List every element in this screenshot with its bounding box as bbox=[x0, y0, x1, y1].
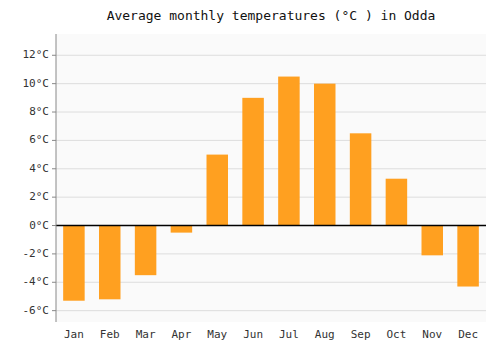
grid-line bbox=[56, 225, 486, 226]
x-tick-label: Apr bbox=[171, 328, 191, 341]
x-tick-label: Mar bbox=[136, 328, 156, 341]
y-axis-line bbox=[56, 34, 57, 322]
grid-line bbox=[56, 168, 486, 169]
y-tick-label: 8°C bbox=[29, 105, 49, 118]
x-tick-label: Sep bbox=[351, 328, 371, 341]
title: Average monthly temperatures (°C ) in Od… bbox=[107, 8, 436, 23]
x-tick-label: Jun bbox=[243, 328, 263, 341]
x-tick-label: Dec bbox=[458, 328, 478, 341]
y-tick bbox=[52, 253, 56, 254]
y-tick bbox=[52, 55, 56, 56]
bar bbox=[314, 84, 336, 226]
bar bbox=[278, 77, 300, 226]
bars bbox=[63, 77, 479, 301]
bar bbox=[135, 226, 157, 276]
y-tick-label: 10°C bbox=[23, 77, 50, 90]
bar bbox=[457, 226, 479, 287]
y-tick-label: 0°C bbox=[29, 219, 49, 232]
grid-line bbox=[56, 83, 486, 84]
y-tick-label: 2°C bbox=[29, 190, 49, 203]
grid-line bbox=[56, 197, 486, 198]
grid-line bbox=[56, 112, 486, 113]
y-tick bbox=[52, 140, 56, 141]
grid-line bbox=[56, 140, 486, 141]
y-tick-label: 6°C bbox=[29, 133, 49, 146]
zero-line bbox=[56, 225, 486, 227]
bar bbox=[422, 226, 444, 256]
bar bbox=[207, 155, 229, 226]
y-tick-label: -6°C bbox=[23, 304, 50, 317]
bar bbox=[171, 226, 193, 233]
bar bbox=[242, 98, 263, 226]
y-tick-label: -4°C bbox=[23, 275, 50, 288]
chart-container: -6°C -4°C -2°C 0°C 2°C 4°C 6°C 8°C 10°C 12°C Jan Fe… bbox=[0, 0, 500, 350]
plot-background bbox=[56, 34, 486, 322]
grid-line bbox=[56, 55, 486, 56]
x-tick-label: Feb bbox=[100, 328, 120, 341]
y-tick-label: 4°C bbox=[29, 162, 49, 175]
x-tick-label: Oct bbox=[386, 328, 406, 341]
grid-line bbox=[56, 310, 486, 311]
x-tick-label: Jul bbox=[279, 328, 299, 341]
x-tick-label: Jan bbox=[64, 328, 84, 341]
x-tick-label: May bbox=[207, 328, 227, 341]
bar bbox=[386, 179, 408, 226]
y-tick bbox=[52, 197, 56, 198]
bar bbox=[99, 226, 121, 300]
x-tick-label: Aug bbox=[315, 328, 335, 341]
y-tick-label: -2°C bbox=[23, 247, 50, 260]
bar bbox=[63, 226, 85, 301]
y-tick-label: 12°C bbox=[23, 48, 50, 61]
chart-svg: -6°C -4°C -2°C 0°C 2°C 4°C 6°C 8°C 10°C 12°C Jan Fe… bbox=[0, 0, 500, 350]
y-tick bbox=[52, 310, 56, 311]
y-tick bbox=[52, 225, 56, 226]
y-tick bbox=[52, 282, 56, 283]
y-tick bbox=[52, 83, 56, 84]
x-tick-label: Nov bbox=[422, 328, 442, 341]
y-tick bbox=[52, 168, 56, 169]
bar bbox=[350, 133, 372, 225]
y-tick bbox=[52, 112, 56, 113]
